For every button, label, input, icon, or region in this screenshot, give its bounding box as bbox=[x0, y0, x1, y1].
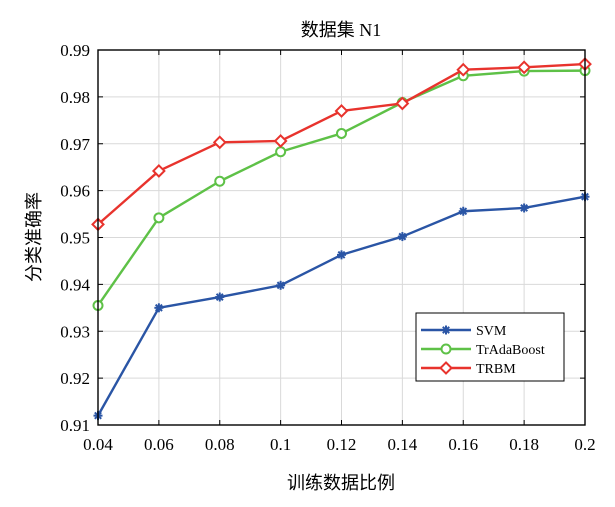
legend: SVM TrAdaBoost TRBM bbox=[415, 312, 565, 382]
data-point-tradaboost bbox=[336, 127, 347, 139]
data-point-svm bbox=[276, 280, 286, 290]
data-point-svm bbox=[154, 303, 164, 313]
data-point-tradaboost bbox=[275, 146, 287, 158]
data-point-trbm bbox=[395, 96, 410, 111]
data-point-svm bbox=[458, 206, 468, 216]
data-point-svm bbox=[519, 203, 529, 213]
x-tick-label: 0.12 bbox=[327, 435, 357, 454]
legend-label-svm: SVM bbox=[476, 324, 507, 339]
y-tick-label: 0.97 bbox=[60, 135, 90, 154]
data-point-tradaboost bbox=[214, 175, 226, 187]
series-layer bbox=[91, 57, 592, 421]
y-tick-label: 0.98 bbox=[60, 88, 90, 107]
y-tick-label: 0.91 bbox=[60, 416, 90, 435]
x-tick-label: 0.14 bbox=[388, 435, 418, 454]
data-point-trbm bbox=[273, 134, 288, 148]
data-point-svm bbox=[337, 250, 346, 260]
legend-label-tradaboost: TrAdaBoost bbox=[476, 343, 545, 358]
data-point-trbm bbox=[334, 104, 349, 118]
series-trbm bbox=[91, 57, 592, 232]
legend-marker-trbm bbox=[439, 361, 453, 375]
legend-marker-tradaboost bbox=[440, 343, 452, 355]
x-tick-label: 0.18 bbox=[509, 435, 539, 454]
x-axis-label: 训练数据比例 bbox=[287, 473, 395, 493]
data-point-trbm bbox=[517, 60, 532, 75]
legend-items: SVM TrAdaBoost TRBM bbox=[421, 324, 545, 377]
x-tick-label: 0.04 bbox=[83, 435, 113, 454]
x-tick-label: 0.1 bbox=[270, 435, 291, 454]
y-tick-label: 0.96 bbox=[60, 182, 90, 201]
y-axis-label: 分类准确率 bbox=[24, 192, 44, 282]
legend-box bbox=[415, 312, 565, 382]
chart-title: 数据集 N1 bbox=[301, 20, 382, 40]
y-tick-label: 0.93 bbox=[60, 322, 90, 341]
legend-marker-svm bbox=[441, 325, 451, 335]
data-point-tradaboost bbox=[153, 212, 165, 224]
y-tick-label: 0.92 bbox=[60, 369, 90, 388]
data-point-trbm bbox=[212, 135, 227, 150]
data-point-svm bbox=[397, 232, 407, 242]
legend-item-tradaboost: TrAdaBoost bbox=[421, 343, 545, 358]
data-point-trbm bbox=[456, 62, 471, 77]
x-tick-label: 0.06 bbox=[144, 435, 174, 454]
legend-label-trbm: TRBM bbox=[476, 362, 516, 377]
x-tick-label: 0.2 bbox=[574, 435, 595, 454]
ticks: 0.04 0.06 0.08 0.1 0.12 0.14 0.16 0.18 0.2 0.91 0.… bbox=[60, 41, 595, 454]
y-tick-label: 0.94 bbox=[60, 275, 90, 294]
legend-item-svm: SVM bbox=[421, 324, 507, 339]
x-tick-label: 0.16 bbox=[448, 435, 478, 454]
data-point-trbm bbox=[151, 164, 166, 178]
legend-item-trbm: TRBM bbox=[421, 361, 516, 377]
y-tick-label: 0.99 bbox=[60, 41, 90, 60]
y-tick-label: 0.95 bbox=[60, 229, 90, 248]
data-point-svm bbox=[215, 292, 225, 302]
x-tick-label: 0.08 bbox=[205, 435, 235, 454]
